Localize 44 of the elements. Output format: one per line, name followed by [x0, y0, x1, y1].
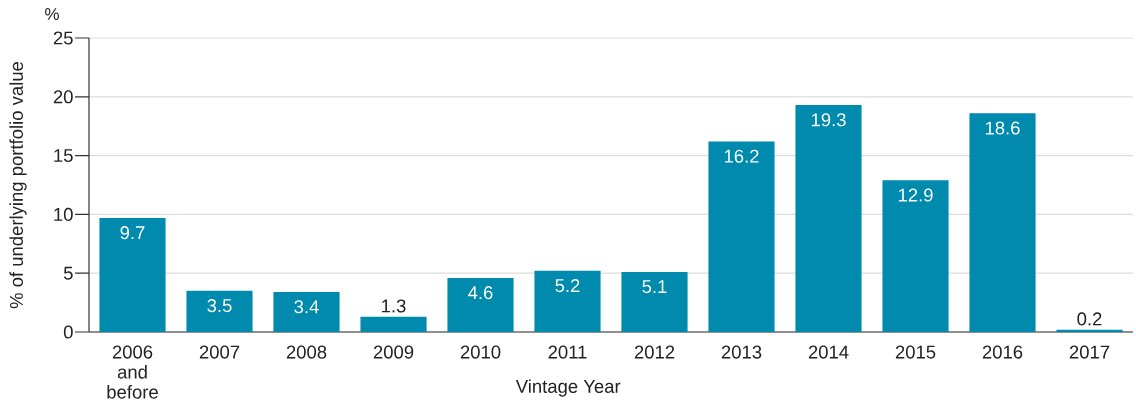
- bar: [534, 270, 601, 332]
- bar: [99, 217, 166, 332]
- bar: [447, 277, 514, 332]
- y-tick-label: 25: [53, 31, 73, 45]
- bar: [882, 180, 949, 332]
- bar: [273, 292, 340, 332]
- data-label: 0.2: [1077, 312, 1102, 326]
- data-label: 5.1: [642, 280, 667, 294]
- x-tick-label: 2013: [721, 345, 762, 359]
- y-tick-label: 15: [54, 149, 73, 163]
- data-label: 5.2: [555, 279, 580, 293]
- y-tick-label: 5: [63, 266, 73, 280]
- y-tick-label: 20: [53, 90, 73, 104]
- data-label: 1.3: [382, 299, 406, 313]
- x-tick-label: 2010: [460, 345, 501, 359]
- x-tick-label: 2015: [895, 345, 936, 359]
- x-tick-label: 2017: [1069, 345, 1110, 359]
- y-axis-title: % of underlying portfolio value: [9, 61, 27, 309]
- bar: [708, 141, 775, 332]
- bar: [795, 105, 862, 332]
- data-label: 16.2: [724, 149, 759, 163]
- x-tick-label: 2016: [982, 345, 1023, 359]
- x-tick-label: 2007: [199, 345, 240, 359]
- y-tick-label: 0: [63, 325, 73, 339]
- x-tick-label: 2011: [548, 345, 587, 359]
- bar: [186, 290, 253, 332]
- data-label: 12.9: [898, 188, 933, 202]
- data-label: 9.7: [120, 226, 145, 240]
- bar: [360, 316, 427, 332]
- y-tick-label: 10: [54, 207, 73, 221]
- x-tick-label: 2006 and before: [107, 345, 158, 399]
- x-tick-label: 2009: [373, 345, 414, 359]
- bar: [621, 272, 688, 332]
- text: %: [45, 8, 59, 20]
- bar: [969, 113, 1036, 332]
- data-label: 4.6: [468, 286, 493, 300]
- data-label: 3.5: [207, 299, 232, 313]
- x-tick-label: 2012: [634, 345, 675, 359]
- x-tick-label: 2014: [808, 345, 849, 359]
- x-tick-label: 2008: [286, 345, 327, 359]
- x-axis-title: Vintage Year: [515, 379, 621, 397]
- data-label: 3.4: [294, 300, 319, 314]
- data-label: 18.6: [985, 121, 1020, 135]
- data-label: 19.3: [811, 113, 846, 127]
